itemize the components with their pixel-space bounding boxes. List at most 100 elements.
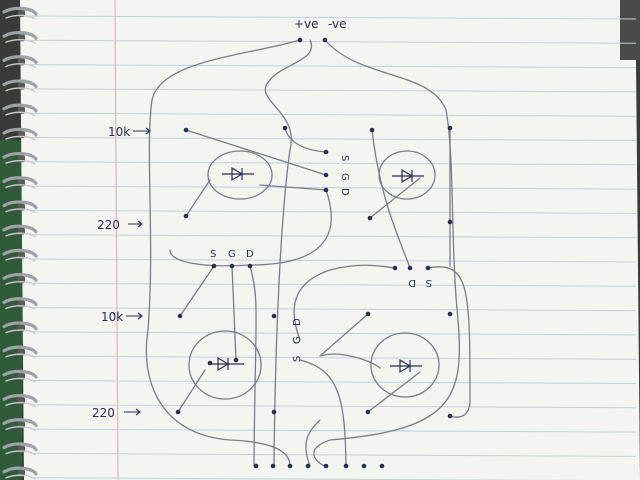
pin-label: D <box>292 318 303 326</box>
rule-line <box>29 39 637 44</box>
arrow-icon <box>124 408 141 416</box>
resistor-trace-3 <box>179 265 215 317</box>
solder-point <box>361 463 367 469</box>
resistor-label-1: 10k <box>108 125 130 139</box>
green-cutting-mat <box>0 140 22 480</box>
spiral-coil-highlight <box>5 87 36 93</box>
pin-label: G <box>339 173 350 181</box>
pin-label: S <box>339 155 350 161</box>
gate-link-1 <box>284 127 327 153</box>
solder-point <box>207 360 213 366</box>
spiral-coil-highlight <box>5 232 36 238</box>
solder-point <box>247 263 253 269</box>
spiral-coil <box>2 248 38 258</box>
spiral-coil-highlight <box>5 63 36 69</box>
spiral-coil-highlight <box>5 402 36 407</box>
spiral-coil-highlight <box>5 353 36 359</box>
solder-point <box>425 265 431 271</box>
pencil-wiring <box>145 39 471 467</box>
gate-trace-3 <box>231 265 237 361</box>
outer-trace-left <box>145 39 301 467</box>
spiral-coil <box>2 103 38 113</box>
rule-line <box>29 88 637 93</box>
spiral-coil-highlight <box>5 184 36 190</box>
solder-point <box>407 265 413 271</box>
spiral-coil-highlight <box>5 39 36 44</box>
solder-point <box>379 463 385 469</box>
spiral-coil <box>2 176 38 185</box>
solder-point <box>447 219 453 225</box>
solder-point <box>271 313 277 319</box>
rule-line <box>29 234 637 239</box>
rule-line <box>29 452 637 457</box>
source-loop-2 <box>427 266 471 418</box>
rule-line <box>29 137 637 141</box>
solder-point <box>369 127 375 133</box>
solder-point <box>447 311 453 317</box>
neg-supply-label: -ve <box>328 17 347 31</box>
solder-point <box>447 413 453 419</box>
spiral-coil-highlight <box>5 14 36 20</box>
solder-point <box>233 357 239 363</box>
diode-icon <box>222 166 254 182</box>
solder-point <box>367 215 373 221</box>
spiral-coil-highlight <box>5 426 36 432</box>
led-outline-1 <box>207 150 273 200</box>
solder-point <box>271 409 277 415</box>
spiral-coil <box>2 79 38 89</box>
rule-line <box>29 185 637 190</box>
spiral-coil <box>2 418 38 427</box>
solder-point <box>305 463 311 469</box>
resistor-label-3: 10k <box>101 310 123 324</box>
spiral-coil <box>2 345 38 355</box>
spiral-coil <box>2 394 38 403</box>
resistor-label-4: 220 <box>92 406 115 420</box>
solder-point <box>253 463 259 469</box>
solder-point <box>270 463 276 469</box>
rule-line <box>29 161 637 166</box>
led-outline-4 <box>370 332 440 398</box>
resistor-trace-4 <box>319 313 369 357</box>
rule-line <box>29 64 637 69</box>
spiral-coil <box>2 55 38 64</box>
solder-points <box>175 37 453 469</box>
resistor-trace-2 <box>371 129 411 269</box>
pin-label: S <box>210 249 216 260</box>
spiral-coil <box>2 297 38 306</box>
solder-point <box>392 265 398 271</box>
solder-point <box>322 37 328 43</box>
spiral-coil-highlight <box>5 450 36 456</box>
spiral-coil-highlight <box>5 256 36 262</box>
pin-label: D <box>408 277 416 288</box>
rule-line <box>29 112 637 117</box>
solder-point <box>447 125 453 131</box>
led-trace-3 <box>369 177 421 219</box>
solder-point <box>177 313 183 319</box>
spiral-coil <box>2 6 38 16</box>
led-trace-5 <box>319 353 381 369</box>
led-trace-4 <box>177 369 206 413</box>
rule-line <box>29 428 637 433</box>
pos-supply-label: +ve <box>294 17 319 31</box>
diode-icon <box>390 358 422 374</box>
pin-label: G <box>228 249 236 260</box>
solder-point <box>365 311 371 317</box>
pin-label: D <box>339 188 350 196</box>
led-symbols <box>208 166 424 374</box>
spiral-coil-highlight <box>5 329 36 335</box>
pin-label: D <box>246 249 254 260</box>
led-outline-2 <box>378 150 436 200</box>
rule-line <box>29 477 596 480</box>
pin-label: S <box>426 277 432 288</box>
rule-line <box>29 258 637 263</box>
notebook-page <box>20 0 640 480</box>
rule-line <box>29 404 637 409</box>
spiral-coil <box>2 466 38 476</box>
solder-point <box>211 263 217 269</box>
spiral-coil <box>2 369 38 379</box>
solder-point <box>229 263 235 269</box>
solder-point <box>297 37 303 43</box>
solder-point <box>323 463 329 469</box>
